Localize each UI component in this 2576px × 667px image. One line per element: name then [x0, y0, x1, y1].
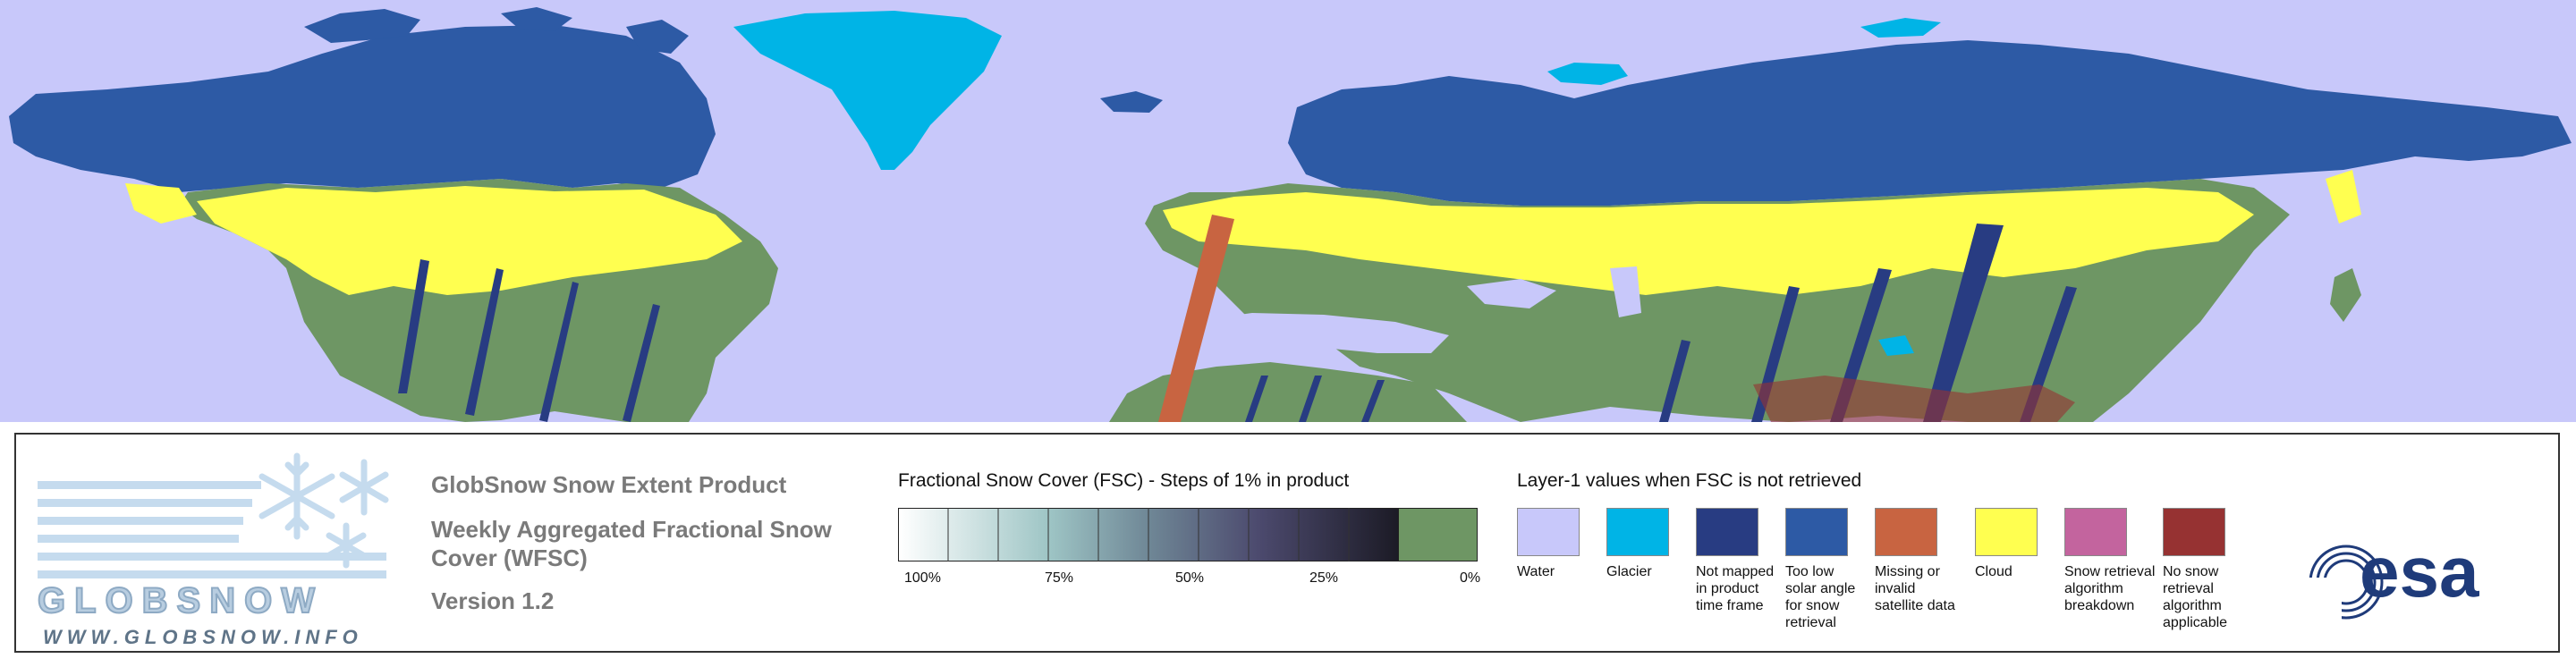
map-kamchatka [2326, 170, 2361, 224]
fsc-zero-swatch [1399, 508, 1478, 561]
fsc-scale-ticks [947, 508, 1350, 561]
product-version: Version 1.2 [431, 587, 555, 614]
map-novaya-zemlya [1860, 18, 1941, 38]
legend-swatch-low-solar-angle [1785, 508, 1848, 556]
snow-cover-map [0, 0, 2576, 422]
fsc-tick-100: 100% [904, 570, 941, 586]
legend-swatch-cloud [1975, 508, 2038, 556]
fsc-tick-0: 0% [1460, 570, 1481, 586]
map-greenland [733, 11, 1002, 170]
legend-swatch-not-applicable [2163, 508, 2225, 556]
fsc-tick-75: 75% [1045, 570, 1074, 586]
globsnow-url: WWW.GLOBSNOW.INFO [43, 626, 363, 648]
legend-label-not-applicable: No snow retrieval algorithm applicable [2163, 564, 2228, 630]
snowflake-icon [258, 452, 389, 569]
map-eu-swath-gap [1923, 224, 2004, 422]
legend-label-glacier: Glacier [1606, 564, 1652, 579]
legend-swatch-missing-data [1875, 508, 1937, 556]
map-black-caspian [1467, 266, 1641, 317]
map-eu-swath-gap [1361, 380, 1385, 422]
fsc-tick-25: 25% [1309, 570, 1339, 586]
map-na-swath-gap [465, 268, 504, 416]
map-na-swath-gap [539, 282, 579, 422]
map-north-america-arctic [9, 25, 716, 192]
legend-swatch-glacier [1606, 508, 1669, 556]
map-eu-swath-gap [1245, 376, 1268, 422]
fsc-scale-title: Fractional Snow Cover (FSC) - Steps of 1… [898, 470, 1350, 491]
legend-swatch-not-mapped [1696, 508, 1758, 556]
legend-swatch-algorithm-breakdown [2064, 508, 2127, 556]
map-north-america-snow [197, 186, 742, 295]
product-title: GlobSnow Snow Extent Product [431, 471, 787, 498]
legend-label-low-solar-angle: Too low solar angle for snow retrieval [1785, 564, 1856, 630]
esa-logo-icon [2306, 545, 2384, 622]
map-na-swath-gap [398, 259, 429, 393]
legend-panel: GLOBSNOW WWW.GLOBSNOW.INFO GlobSnow Snow… [14, 433, 2560, 653]
legend-label-not-mapped: Not mapped in product time frame [1696, 564, 1775, 613]
legend-label-cloud: Cloud [1975, 564, 2012, 579]
globsnow-wordmark: GLOBSNOW [37, 580, 324, 621]
map-eu-swath-gap [1299, 376, 1322, 422]
map-not-applicable-area [1753, 376, 2075, 422]
legend-label-water: Water [1517, 564, 1555, 579]
layer1-title: Layer-1 values when FSC is not retrieved [1517, 470, 1862, 491]
map-arctic-islands [304, 7, 689, 54]
esa-wordmark: esa [2360, 532, 2479, 612]
legend-swatch-water [1517, 508, 1580, 556]
map-missing-swath [1158, 215, 1234, 422]
legend-label-algorithm-breakdown: Snow retrieval algorithm breakdown [2064, 564, 2156, 613]
map-alaska-snow-patch [125, 183, 197, 224]
map-eu-swath-gap [1659, 340, 1690, 422]
map-iceland [1100, 91, 1163, 113]
product-subtitle-line1: Weekly Aggregated Fractional Snow [431, 516, 832, 543]
map-glacier-tibet [1878, 335, 1914, 356]
globsnow-logo: GLOBSNOW WWW.GLOBSNOW.INFO [37, 447, 395, 648]
map-na-swath-gap [623, 304, 660, 422]
map-japan [2330, 268, 2361, 322]
fsc-tick-50: 50% [1175, 570, 1205, 586]
product-subtitle-line2: Cover (WFSC) [431, 545, 588, 571]
map-mediterranean [1190, 313, 1449, 353]
map-svalbard [1547, 63, 1628, 85]
map-north-africa [1109, 362, 1467, 422]
map-eurasia-arctic [1288, 40, 2572, 206]
legend-label-missing-data: Missing or invalid satellite data [1875, 564, 1955, 613]
